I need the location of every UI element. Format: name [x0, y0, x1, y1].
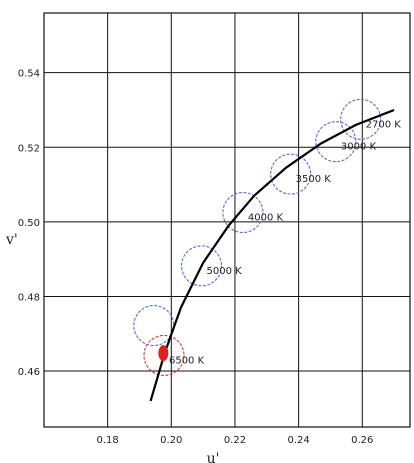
cct-labels: 2700 K 3000 K 3500 K 4000 K 5000 K 6500 K	[169, 119, 401, 366]
cct-label: 5000 K	[207, 266, 243, 277]
x-tick-label: 0.20	[160, 435, 182, 446]
y-tick-label: 0.52	[18, 143, 40, 154]
y-tick-labels: 0.46 0.48 0.50 0.52 0.54	[18, 69, 40, 378]
x-tick-label: 0.26	[351, 435, 373, 446]
cct-markers	[158, 345, 169, 362]
plot-border	[43, 12, 411, 428]
x-tick-label: 0.18	[97, 435, 119, 446]
plot-frame	[43, 12, 411, 428]
cct-label: 3500 K	[296, 174, 332, 185]
tolerance-circle	[143, 334, 185, 376]
x-tick-label: 0.24	[287, 435, 309, 446]
tolerance-circle	[222, 191, 264, 234]
cct-label: 2700 K	[366, 119, 402, 130]
tolerance-circle	[270, 153, 312, 195]
y-tick-label: 0.48	[18, 292, 40, 303]
cct-label: 6500 K	[169, 355, 205, 366]
x-axis-title: u'	[207, 451, 220, 463]
x-tick-label: 0.22	[224, 435, 246, 446]
planckian-locus	[149, 108, 395, 402]
x-tick-labels: 0.18 0.20 0.22 0.24 0.26	[97, 435, 374, 446]
y-axis-title: v'	[5, 232, 18, 248]
highlight-point	[158, 345, 169, 362]
cct-label: 4000 K	[248, 213, 284, 224]
grid-lines	[44, 13, 410, 427]
y-tick-label: 0.46	[18, 367, 40, 378]
tolerance-circle	[180, 245, 223, 287]
y-tick-label: 0.50	[18, 218, 40, 229]
y-tick-label: 0.54	[18, 69, 40, 80]
tolerance-circle	[315, 121, 357, 163]
cct-label: 3000 K	[341, 142, 377, 153]
planckian-locus-line	[149, 108, 395, 402]
